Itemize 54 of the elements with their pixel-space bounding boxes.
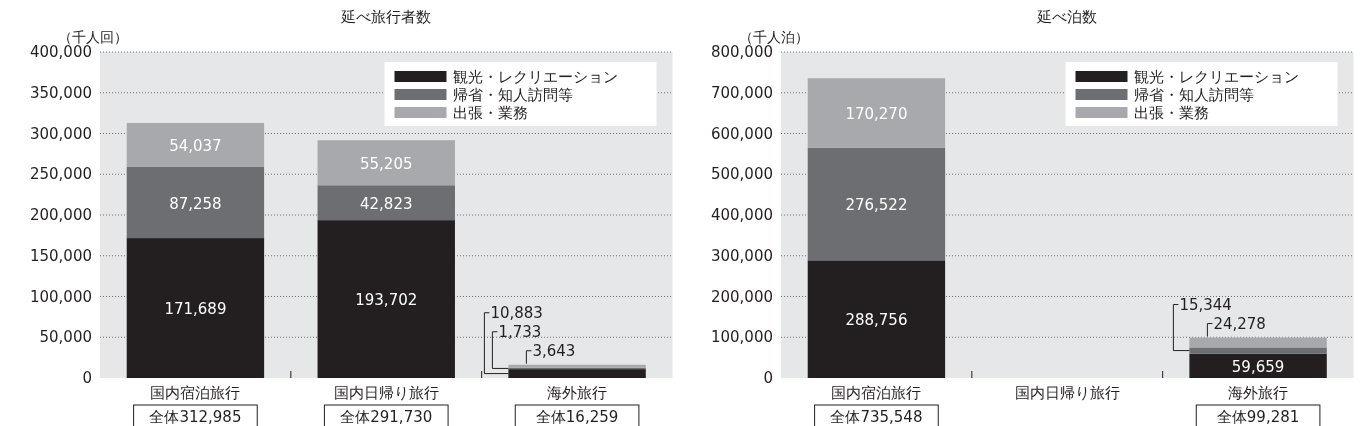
data-label: 42,823: [360, 194, 413, 213]
total-label: 全体16,259: [535, 408, 619, 426]
y-tick-label: 400,000: [29, 43, 92, 61]
data-label: 10,883: [490, 303, 543, 322]
chart-title: 延べ泊数: [1035, 8, 1097, 26]
chart-title: 延べ旅行者数: [340, 8, 432, 26]
y-tick-label: 350,000: [29, 83, 92, 102]
y-tick-label: 0: [82, 369, 92, 387]
total-label: 全体291,730: [340, 408, 433, 426]
data-label: 59,659: [1231, 357, 1284, 376]
y-tick-label: 400,000: [710, 206, 773, 224]
data-label: 170,270: [844, 104, 907, 123]
data-label: 87,258: [169, 194, 222, 213]
y-tick-label: 100,000: [710, 328, 773, 347]
data-label: 3,643: [532, 341, 576, 360]
y-tick-label: 200,000: [29, 206, 92, 224]
x-tick-label: 国内宿泊旅行: [150, 384, 241, 402]
x-tick-label: 国内日帰り旅行: [333, 384, 439, 402]
y-axis-title: （千人泊）: [738, 29, 809, 45]
legend-label: 出張・業務: [452, 104, 528, 122]
y-tick-label: 600,000: [710, 124, 773, 143]
y-tick-label: 800,000: [710, 43, 773, 61]
y-tick-label: 250,000: [29, 165, 92, 184]
data-label: 276,522: [844, 195, 907, 214]
legend-label: 観光・レクリエーション: [452, 68, 618, 86]
data-label: 171,689: [164, 300, 227, 319]
data-label: 15,344: [1178, 295, 1232, 314]
data-label: 54,037: [169, 136, 222, 155]
legend-label: 出張・業務: [1133, 104, 1208, 122]
x-tick-label: 国内日帰り旅行: [1014, 384, 1120, 402]
y-axis-title: （千人回）: [58, 29, 128, 45]
x-tick-label: 国内宿泊旅行: [830, 384, 921, 402]
legend-label: 観光・レクリエーション: [1133, 68, 1298, 86]
y-tick-label: 0: [762, 369, 773, 387]
data-label: 1,733: [498, 322, 542, 341]
y-tick-label: 200,000: [710, 287, 773, 306]
legend-label: 帰省・知人訪問等: [452, 86, 573, 104]
y-tick-label: 500,000: [710, 165, 773, 184]
x-tick-label: 海外旅行: [547, 384, 608, 402]
data-label: 288,756: [844, 311, 907, 330]
legend-label: 帰省・知人訪問等: [1133, 86, 1253, 104]
y-tick-label: 100,000: [29, 287, 92, 306]
data-label: 55,205: [360, 154, 413, 173]
y-tick-label: 50,000: [39, 328, 92, 347]
x-tick-label: 海外旅行: [1227, 384, 1288, 402]
data-label: 193,702: [355, 291, 418, 310]
total-label: 全体312,985: [149, 408, 242, 426]
y-tick-label: 700,000: [710, 83, 773, 102]
total-label: 全体735,548: [829, 408, 922, 426]
y-tick-label: 300,000: [710, 246, 773, 265]
y-tick-label: 150,000: [29, 246, 92, 265]
total-label: 全体99,281: [1216, 408, 1299, 426]
y-tick-label: 300,000: [29, 124, 92, 143]
data-label: 24,278: [1212, 314, 1266, 333]
